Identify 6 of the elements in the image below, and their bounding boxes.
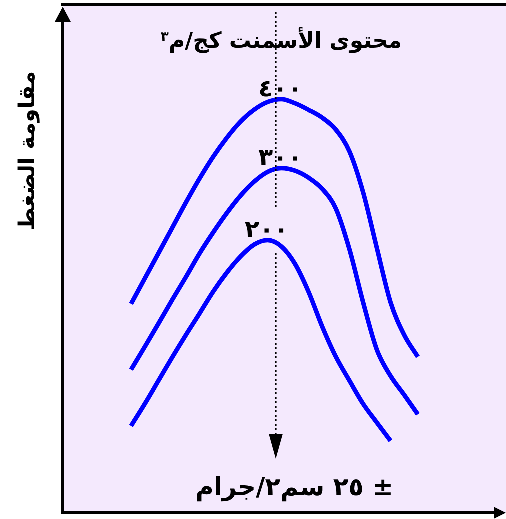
y-axis-title: مقاومة الضغط (16, 71, 41, 231)
series-label: ٢٠٠ (244, 215, 289, 244)
series-label: ٤٠٠ (258, 74, 302, 102)
chart-title: محتوى الأسمنت كج/م$^{٣}$ (160, 29, 404, 55)
annotation: ± ٢٥ سم٢/جرام (196, 472, 394, 502)
series-label: ٣٠٠ (258, 143, 302, 172)
